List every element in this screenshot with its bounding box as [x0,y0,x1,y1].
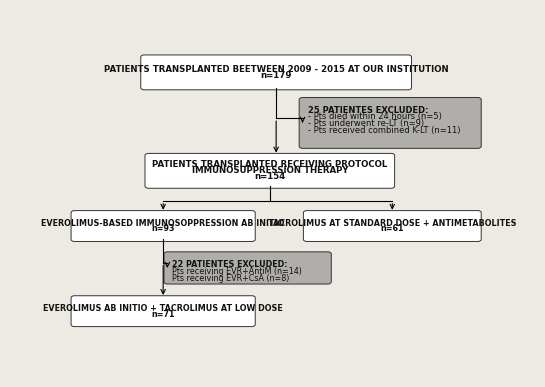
Text: n=93: n=93 [152,224,175,233]
Text: n=71: n=71 [152,310,175,319]
Text: EVEROLIMUS AB INITIO + TACROLIMUS AT LOW DOSE: EVEROLIMUS AB INITIO + TACROLIMUS AT LOW… [43,304,283,313]
FancyBboxPatch shape [304,211,481,241]
Text: n=61: n=61 [380,224,404,233]
Text: Pts receiving EVR+AntiM (n=14): Pts receiving EVR+AntiM (n=14) [172,267,302,276]
Text: - Pts underwent re-LT (n=9): - Pts underwent re-LT (n=9) [307,119,423,128]
Text: PATIENTS TRANSPLANTED BEETWEEN 2009 - 2015 AT OUR INSTITUTION: PATIENTS TRANSPLANTED BEETWEEN 2009 - 20… [104,65,449,74]
Text: PATIENTS TRANSPLANTED RECEIVING PROTOCOL: PATIENTS TRANSPLANTED RECEIVING PROTOCOL [152,161,387,170]
Text: n=179: n=179 [261,71,292,80]
Text: n=154: n=154 [254,172,286,181]
FancyBboxPatch shape [71,211,255,241]
Text: Pts receiving EVR+CsA (n=8): Pts receiving EVR+CsA (n=8) [172,274,290,283]
FancyBboxPatch shape [164,252,331,284]
FancyBboxPatch shape [141,55,411,90]
Text: - Pts received combined K-LT (n=11): - Pts received combined K-LT (n=11) [307,126,460,135]
FancyBboxPatch shape [71,296,255,327]
Text: 22 PATIENTES EXCLUDED:: 22 PATIENTES EXCLUDED: [172,260,288,269]
Text: 25 PATIENTES EXCLUDED:: 25 PATIENTES EXCLUDED: [307,106,428,115]
Text: EVEROLIMUS-BASED IMMUNOSOPPRESSION AB INITIO: EVEROLIMUS-BASED IMMUNOSOPPRESSION AB IN… [41,219,285,228]
FancyBboxPatch shape [145,153,395,188]
FancyBboxPatch shape [299,98,481,148]
Text: - Pts died within 24 hours (n=5): - Pts died within 24 hours (n=5) [307,112,441,122]
Text: IMMUNOSUPPRESSION THERAPY: IMMUNOSUPPRESSION THERAPY [191,166,348,175]
Text: TACROLIMUS AT STANDARD DOSE + ANTIMETABOLITES: TACROLIMUS AT STANDARD DOSE + ANTIMETABO… [268,219,517,228]
